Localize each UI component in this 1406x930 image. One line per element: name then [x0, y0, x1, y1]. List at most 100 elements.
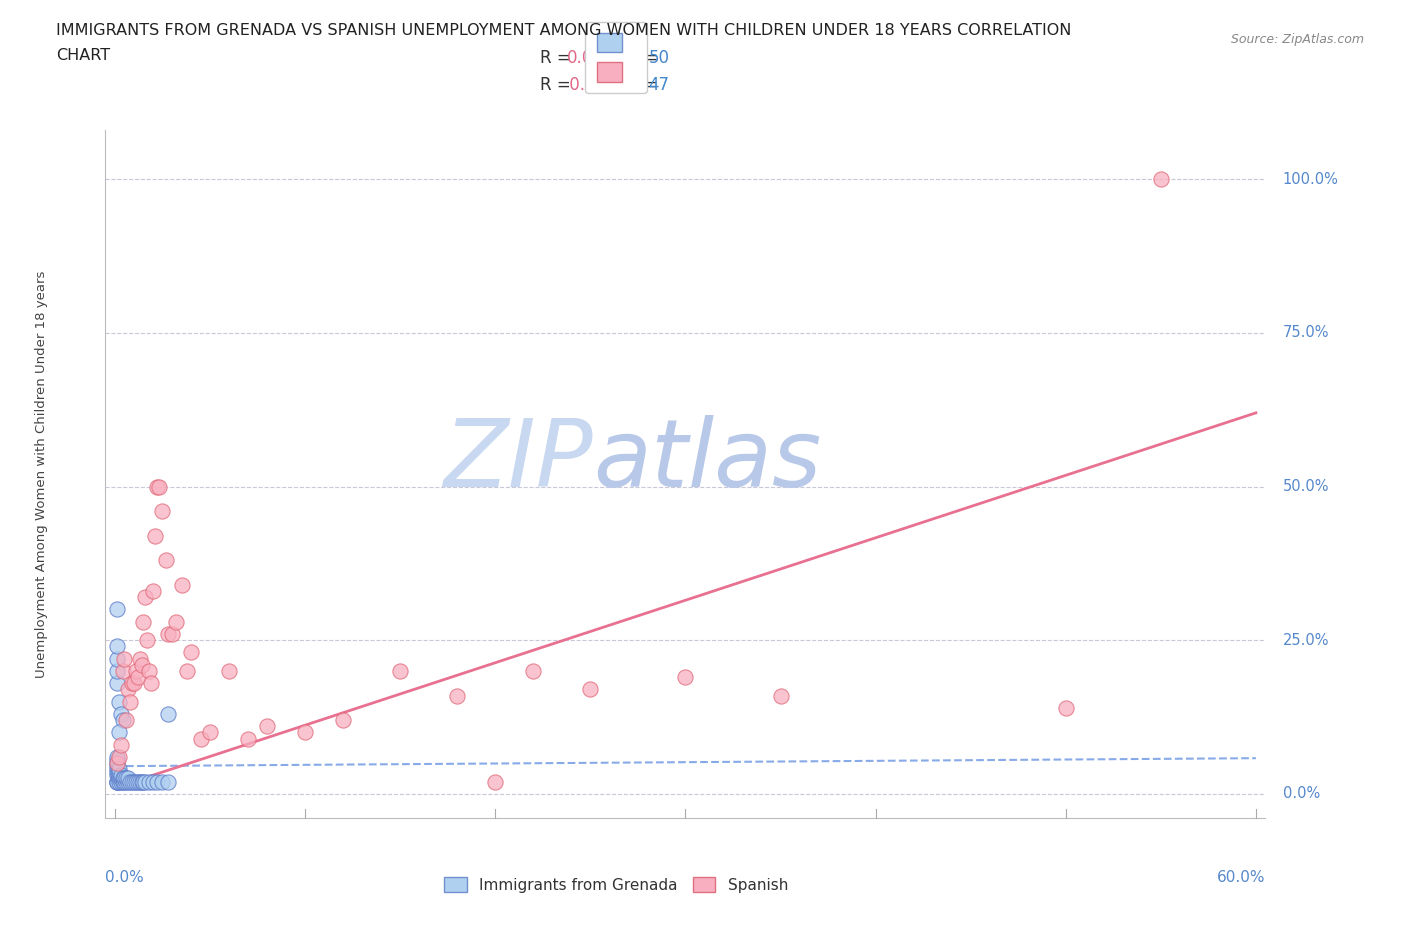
Point	[484, 774, 506, 789]
Text: 0.471: 0.471	[564, 76, 616, 95]
Text: N =: N =	[616, 76, 664, 95]
Point	[165, 615, 187, 630]
Point	[218, 663, 240, 678]
Point	[107, 694, 129, 709]
Point	[107, 771, 129, 786]
Text: 50.0%: 50.0%	[1282, 479, 1329, 494]
Point	[115, 712, 138, 727]
Text: 0.0%: 0.0%	[1282, 787, 1320, 802]
Point	[110, 768, 132, 783]
Point	[114, 771, 136, 786]
Text: 50: 50	[648, 49, 669, 67]
Point	[105, 676, 128, 691]
Point	[190, 731, 212, 746]
Point	[579, 682, 602, 697]
Text: 75.0%: 75.0%	[1282, 326, 1329, 340]
Point	[107, 750, 129, 764]
Point	[114, 651, 136, 666]
Point	[125, 774, 148, 789]
Point	[128, 774, 150, 789]
Point	[107, 762, 129, 777]
Point	[131, 774, 153, 789]
Point	[131, 658, 153, 672]
Point	[105, 762, 128, 777]
Point	[105, 752, 128, 767]
Point	[105, 750, 128, 764]
Text: R =: R =	[540, 76, 576, 95]
Point	[121, 676, 143, 691]
Point	[110, 774, 132, 789]
Point	[122, 676, 145, 691]
Point	[117, 771, 139, 786]
Text: ZIP: ZIP	[443, 415, 593, 506]
Point	[180, 645, 202, 660]
Text: 0.006: 0.006	[567, 49, 614, 67]
Point	[105, 651, 128, 666]
Point	[143, 528, 166, 543]
Point	[120, 774, 142, 789]
Point	[111, 663, 134, 678]
Point	[107, 774, 129, 789]
Point	[107, 725, 129, 740]
Point	[148, 479, 170, 494]
Point	[142, 584, 165, 599]
Point	[111, 712, 134, 727]
Point	[117, 682, 139, 697]
Point	[138, 774, 160, 789]
Point	[522, 663, 544, 678]
Text: R =: R =	[540, 49, 576, 67]
Point	[122, 774, 145, 789]
Text: atlas: atlas	[593, 415, 821, 506]
Text: Source: ZipAtlas.com: Source: ZipAtlas.com	[1230, 33, 1364, 46]
Point	[769, 688, 792, 703]
Text: 47: 47	[648, 76, 669, 95]
Point	[120, 694, 142, 709]
Point	[160, 627, 183, 642]
Point	[1150, 172, 1173, 187]
Point	[157, 627, 180, 642]
Point	[111, 771, 134, 786]
Point	[176, 663, 198, 678]
Point	[332, 712, 354, 727]
Text: N =: N =	[616, 49, 664, 67]
Point	[136, 632, 159, 647]
Point	[117, 774, 139, 789]
Point	[236, 731, 259, 746]
Point	[146, 479, 169, 494]
Point	[105, 768, 128, 783]
Point	[107, 764, 129, 779]
Text: 60.0%: 60.0%	[1218, 870, 1265, 885]
Point	[105, 774, 128, 789]
Point	[107, 768, 129, 783]
Point	[152, 774, 174, 789]
Point	[138, 663, 160, 678]
Point	[134, 774, 156, 789]
Point	[157, 707, 180, 722]
Point	[105, 639, 128, 654]
Point	[121, 774, 143, 789]
Point	[139, 676, 162, 691]
Text: 25.0%: 25.0%	[1282, 632, 1329, 647]
Point	[294, 725, 316, 740]
Point	[170, 578, 193, 592]
Point	[142, 774, 165, 789]
Point	[105, 764, 128, 779]
Point	[157, 774, 180, 789]
Text: 100.0%: 100.0%	[1282, 172, 1339, 187]
Point	[105, 774, 128, 789]
Point	[125, 663, 148, 678]
Legend: Immigrants from Grenada, Spanish: Immigrants from Grenada, Spanish	[436, 869, 796, 900]
Text: CHART: CHART	[56, 48, 110, 63]
Point	[105, 759, 128, 774]
Point	[111, 774, 134, 789]
Point	[114, 774, 136, 789]
Point	[105, 602, 128, 617]
Point	[105, 774, 128, 789]
Point	[127, 774, 149, 789]
Point	[198, 725, 221, 740]
Point	[115, 774, 138, 789]
Point	[146, 774, 169, 789]
Point	[446, 688, 468, 703]
Point	[256, 719, 278, 734]
Point	[110, 771, 132, 786]
